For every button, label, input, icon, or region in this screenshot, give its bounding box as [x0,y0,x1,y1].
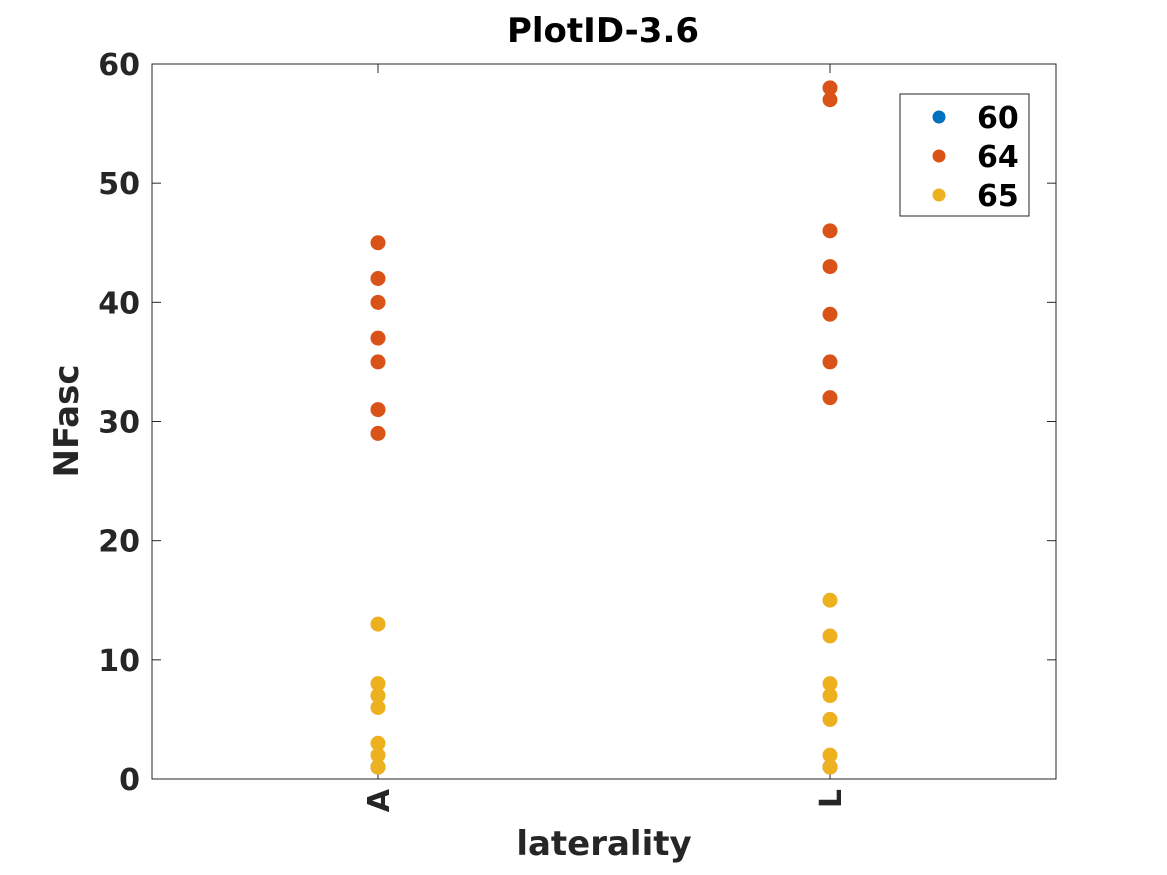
legend-label: 60 [977,101,1019,136]
data-point [370,676,386,692]
data-point [370,735,386,751]
data-point [822,259,838,275]
data-point [370,616,386,632]
x-tick-label: A [362,788,397,812]
legend-marker [932,110,946,124]
y-tick-label: 20 [98,525,140,560]
series-64 [370,80,838,441]
y-tick-label: 30 [98,406,140,441]
data-point [822,676,838,692]
y-tick-label: 0 [119,763,140,798]
x-axis-label: laterality [516,824,691,864]
data-point [370,330,386,346]
legend-box [899,93,1030,217]
data-point [370,402,386,418]
data-point [370,271,386,286]
data-point [370,700,386,715]
data-point [370,425,386,441]
data-point [822,628,838,644]
legend-label: 64 [977,140,1019,175]
data-point [370,294,386,310]
data-point [370,354,386,370]
data-point [370,747,386,763]
chart-title: PlotID-3.6 [507,11,699,51]
data-point [822,688,838,704]
data-point [822,80,838,96]
data-point [822,223,838,239]
data-point [822,390,838,406]
y-tick-label: 10 [98,644,140,679]
series-65 [370,592,838,775]
data-point [822,759,838,775]
y-tick-label: 50 [98,167,140,202]
data-point [822,711,838,727]
legend-label: 65 [977,179,1019,214]
y-axis: 0 10 20 30 40 50 60 [98,48,1056,798]
data-points [370,80,838,775]
data-point [370,235,386,251]
x-tick-label: L [814,789,849,808]
data-point [822,747,838,763]
data-point [822,306,838,322]
legend-marker [932,188,946,202]
data-point [822,592,838,608]
data-point [822,354,838,370]
legend-marker [932,149,946,163]
data-point [822,92,838,108]
y-tick-label: 60 [98,48,140,83]
data-point [370,688,386,704]
y-tick-label: 40 [98,286,140,321]
y-axis-label: NFasc [47,364,87,477]
legend: 60 64 65 [899,93,1030,217]
data-point [370,759,386,775]
